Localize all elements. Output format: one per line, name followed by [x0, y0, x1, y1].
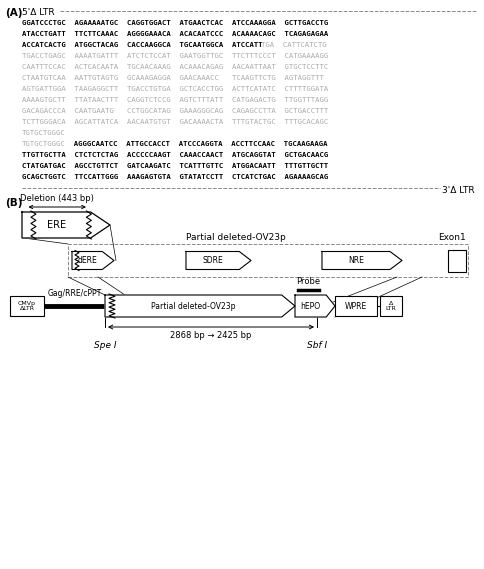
Text: TCTTGGGACA  AGCATTATCA  AACAATGTGT  GACAAAACTA  TTTGTACTGC  TTTGCACAGC: TCTTGGGACA AGCATTATCA AACAATGTGT GACAAAA… [22, 119, 328, 125]
Polygon shape [295, 295, 335, 317]
Text: CMVp
ΔLTR: CMVp ΔLTR [18, 300, 36, 311]
Text: AGGGCAATCC  ATTGCCACCT  ATCCCAGGTA  ACCTTCCAAC  TGCAAGAAGA: AGGGCAATCC ATTGCCACCT ATCCCAGGTA ACCTTCC… [65, 141, 328, 147]
Text: Partial deleted-OV23p: Partial deleted-OV23p [186, 233, 286, 242]
Bar [448, 249, 466, 271]
Bar [68, 244, 468, 277]
Text: ERE: ERE [47, 220, 66, 230]
Text: TGA  CATTCATCTG: TGA CATTCATCTG [261, 42, 326, 48]
Text: Partial deleted-OV23p: Partial deleted-OV23p [151, 302, 236, 311]
Text: CTAATGTCAA  AATTGTAGTG  GCAAAGAGGA  GAACAAACC   TCAAGTTCTG  AGTAGGTTT: CTAATGTCAA AATTGTAGTG GCAAAGAGGA GAACAAA… [22, 75, 324, 81]
Text: ATACCTGATT  TTCTTCAAAC  AGGGGAAACA  ACACAATCCC  ACAAAACAGC  TCAGAGAGAA: ATACCTGATT TTCTTCAAAC AGGGGAAACA ACACAAT… [22, 31, 328, 37]
Polygon shape [72, 251, 114, 270]
Text: Deletion (443 bp): Deletion (443 bp) [20, 194, 94, 203]
Bar [380, 296, 402, 316]
Text: AAAAGTGCTT  TTATAACTTT  CAGGTCTCCG  AGTCTTTATT  CATGAGACTG  TTGGTTTAGG: AAAAGTGCTT TTATAACTTT CAGGTCTCCG AGTCTTT… [22, 97, 328, 103]
Text: TTGTTGCTTA  CTCTCTCTAG  ACCCCCAAGT  CAAACCAACT  ATGCAGGTAT  GCTGACAACG: TTGTTGCTTA CTCTCTCTAG ACCCCCAAGT CAAACCA… [22, 152, 328, 158]
Text: 2868 bp → 2425 bp: 2868 bp → 2425 bp [170, 331, 252, 340]
Polygon shape [186, 251, 251, 270]
Text: hEPO: hEPO [301, 302, 321, 311]
Text: SDRE: SDRE [202, 256, 223, 265]
Text: GACAGACCCA  CAATGAATG   CCTGGCATAG  GAAAGGGCAG  CAGAGCCTTA  GCTGACCTTT: GACAGACCCA CAATGAATG CCTGGCATAG GAAAGGGC… [22, 108, 328, 114]
Text: 3'Δ LTR: 3'Δ LTR [442, 186, 475, 195]
Text: Gag/RRE/cPPT: Gag/RRE/cPPT [47, 289, 102, 298]
Bar [335, 296, 377, 316]
Text: CTATGATGAC  AGCCTGTTCT  GATCAAGATC  TCATTTGTTC  ATGGACAATT  TTTGTTGCTT: CTATGATGAC AGCCTGTTCT GATCAAGATC TCATTTG… [22, 163, 328, 169]
Text: ACCATCACTG  ATGGCTACAG  CACCAAGGCA  TGCAATGGCA  ATCCATT: ACCATCACTG ATGGCTACAG CACCAAGGCA TGCAATG… [22, 42, 263, 48]
Text: (A): (A) [5, 8, 22, 18]
Text: WPRE: WPRE [345, 302, 367, 311]
Polygon shape [22, 212, 110, 238]
Polygon shape [105, 295, 295, 317]
Text: Δ
LTR: Δ LTR [386, 300, 396, 311]
Text: dERE: dERE [77, 256, 97, 265]
Text: Probe: Probe [296, 277, 320, 286]
Text: AGTGATTGGA  TAAGAGGCTT  TGACCTGTGA  GCTCACCTGG  ACTTCATATC  CTTTTGGATA: AGTGATTGGA TAAGAGGCTT TGACCTGTGA GCTCACC… [22, 86, 328, 92]
Text: TGTGCTGGGC: TGTGCTGGGC [22, 141, 66, 147]
Text: Sbf I: Sbf I [307, 341, 327, 350]
Text: Exon1: Exon1 [438, 233, 466, 242]
Text: Spe I: Spe I [94, 341, 116, 350]
Text: TGACCTGAGC  AAAATGATTT  ATCTCTCCAT  GAATGGTTGC  TTCTTTCCCT  CATGAAAAGG: TGACCTGAGC AAAATGATTT ATCTCTCCAT GAATGGT… [22, 53, 328, 59]
Text: (B): (B) [5, 198, 22, 208]
Text: GCAGCTGGTC  TTCCATTGGG  AAAGAGTGTA  GTATATCCTT  CTCATCTGAC  AGAAAAGCAG: GCAGCTGGTC TTCCATTGGG AAAGAGTGTA GTATATC… [22, 174, 328, 180]
Text: 5'Δ LTR: 5'Δ LTR [22, 8, 55, 17]
Polygon shape [322, 251, 402, 270]
Bar [10, 296, 44, 316]
Text: CAATTTCCAC  ACTCACAATA  TGCAACAAAG  ACAAACAGAG  AACAATTAAT  GTGCTCCTTC: CAATTTCCAC ACTCACAATA TGCAACAAAG ACAAACA… [22, 64, 328, 70]
Text: TGTGCTGGGC: TGTGCTGGGC [22, 130, 66, 136]
Text: NRE: NRE [348, 256, 364, 265]
Text: GGATCCCTGC  AGAAAAATGC  CAGGTGGACT  ATGAACTCAC  ATCCAAAGGA  GCTTGACCTG: GGATCCCTGC AGAAAAATGC CAGGTGGACT ATGAACT… [22, 20, 328, 26]
